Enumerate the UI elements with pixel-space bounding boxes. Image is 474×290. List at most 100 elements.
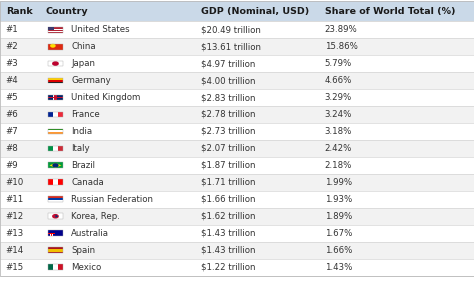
- FancyBboxPatch shape: [0, 208, 474, 225]
- Circle shape: [53, 62, 58, 65]
- Text: $4.97 trillion: $4.97 trillion: [201, 59, 256, 68]
- FancyBboxPatch shape: [48, 128, 63, 130]
- Text: #8: #8: [6, 144, 18, 153]
- Text: Share of World Total (%): Share of World Total (%): [325, 7, 455, 16]
- FancyBboxPatch shape: [48, 213, 63, 219]
- Text: $1.43 trillion: $1.43 trillion: [201, 246, 256, 255]
- FancyBboxPatch shape: [48, 196, 63, 202]
- FancyBboxPatch shape: [48, 264, 63, 270]
- Text: #15: #15: [6, 263, 24, 272]
- Text: $2.73 trillion: $2.73 trillion: [201, 127, 256, 136]
- Text: #9: #9: [6, 161, 18, 170]
- FancyBboxPatch shape: [48, 146, 63, 151]
- Text: 2.42%: 2.42%: [325, 144, 352, 153]
- FancyBboxPatch shape: [0, 174, 474, 191]
- FancyBboxPatch shape: [48, 27, 63, 28]
- Text: Russian Federation: Russian Federation: [71, 195, 153, 204]
- FancyBboxPatch shape: [48, 200, 63, 202]
- FancyBboxPatch shape: [48, 27, 63, 32]
- FancyBboxPatch shape: [0, 225, 474, 242]
- Text: Rank: Rank: [6, 7, 32, 16]
- FancyBboxPatch shape: [48, 29, 63, 30]
- FancyBboxPatch shape: [51, 233, 52, 236]
- Text: 3.24%: 3.24%: [325, 110, 352, 119]
- FancyBboxPatch shape: [48, 78, 63, 79]
- FancyBboxPatch shape: [48, 81, 63, 84]
- FancyBboxPatch shape: [50, 233, 53, 236]
- Text: #10: #10: [6, 178, 24, 187]
- FancyBboxPatch shape: [58, 146, 63, 151]
- FancyBboxPatch shape: [48, 61, 63, 66]
- FancyBboxPatch shape: [48, 31, 63, 32]
- Text: United Kingdom: United Kingdom: [71, 93, 140, 102]
- Text: #12: #12: [6, 212, 24, 221]
- FancyBboxPatch shape: [48, 213, 63, 219]
- FancyBboxPatch shape: [54, 95, 57, 100]
- Text: Spain: Spain: [71, 246, 95, 255]
- FancyBboxPatch shape: [48, 247, 63, 253]
- Text: Korea, Rep.: Korea, Rep.: [71, 212, 120, 221]
- FancyBboxPatch shape: [53, 146, 58, 151]
- FancyBboxPatch shape: [48, 79, 63, 81]
- FancyBboxPatch shape: [48, 230, 63, 236]
- Text: #3: #3: [6, 59, 18, 68]
- Text: 4.66%: 4.66%: [325, 76, 352, 85]
- Text: 5.79%: 5.79%: [325, 59, 352, 68]
- FancyBboxPatch shape: [0, 38, 474, 55]
- Text: 1.43%: 1.43%: [325, 263, 352, 272]
- Text: 1.67%: 1.67%: [325, 229, 352, 238]
- FancyBboxPatch shape: [0, 259, 474, 276]
- Text: 1.99%: 1.99%: [325, 178, 352, 187]
- FancyBboxPatch shape: [54, 95, 57, 100]
- Text: Italy: Italy: [71, 144, 90, 153]
- Text: $1.22 trillion: $1.22 trillion: [201, 263, 256, 272]
- Text: #11: #11: [6, 195, 24, 204]
- FancyBboxPatch shape: [48, 112, 53, 117]
- Text: #1: #1: [6, 25, 18, 34]
- FancyBboxPatch shape: [48, 180, 63, 185]
- FancyBboxPatch shape: [0, 123, 474, 140]
- FancyBboxPatch shape: [48, 44, 63, 50]
- FancyBboxPatch shape: [48, 162, 63, 168]
- Text: India: India: [71, 127, 92, 136]
- Text: Country: Country: [45, 7, 88, 16]
- FancyBboxPatch shape: [48, 97, 63, 98]
- FancyBboxPatch shape: [48, 198, 63, 200]
- FancyBboxPatch shape: [48, 112, 63, 117]
- Text: $2.83 trillion: $2.83 trillion: [201, 93, 256, 102]
- Text: $2.78 trillion: $2.78 trillion: [201, 110, 256, 119]
- FancyBboxPatch shape: [0, 191, 474, 208]
- Text: Germany: Germany: [71, 76, 111, 85]
- Text: Brazil: Brazil: [71, 161, 95, 170]
- FancyBboxPatch shape: [48, 30, 63, 31]
- FancyBboxPatch shape: [58, 180, 63, 185]
- Circle shape: [53, 164, 58, 167]
- Text: China: China: [71, 42, 96, 51]
- Text: #5: #5: [6, 93, 18, 102]
- Text: 1.89%: 1.89%: [325, 212, 352, 221]
- Circle shape: [53, 215, 58, 218]
- FancyBboxPatch shape: [48, 78, 63, 84]
- FancyBboxPatch shape: [0, 106, 474, 123]
- Polygon shape: [49, 163, 62, 168]
- FancyBboxPatch shape: [53, 180, 58, 185]
- Text: 2.18%: 2.18%: [325, 161, 352, 170]
- Text: 3.18%: 3.18%: [325, 127, 352, 136]
- Polygon shape: [55, 215, 58, 218]
- FancyBboxPatch shape: [48, 133, 63, 134]
- FancyBboxPatch shape: [48, 146, 53, 151]
- FancyBboxPatch shape: [48, 97, 63, 98]
- Text: #13: #13: [6, 229, 24, 238]
- FancyBboxPatch shape: [0, 140, 474, 157]
- Text: 1.93%: 1.93%: [325, 195, 352, 204]
- FancyBboxPatch shape: [48, 196, 63, 198]
- FancyBboxPatch shape: [48, 95, 63, 100]
- Text: #14: #14: [6, 246, 24, 255]
- FancyBboxPatch shape: [0, 242, 474, 259]
- FancyBboxPatch shape: [48, 128, 63, 134]
- FancyBboxPatch shape: [48, 233, 55, 234]
- FancyBboxPatch shape: [48, 130, 63, 133]
- Text: Mexico: Mexico: [71, 263, 101, 272]
- FancyBboxPatch shape: [48, 247, 63, 253]
- Text: France: France: [71, 110, 100, 119]
